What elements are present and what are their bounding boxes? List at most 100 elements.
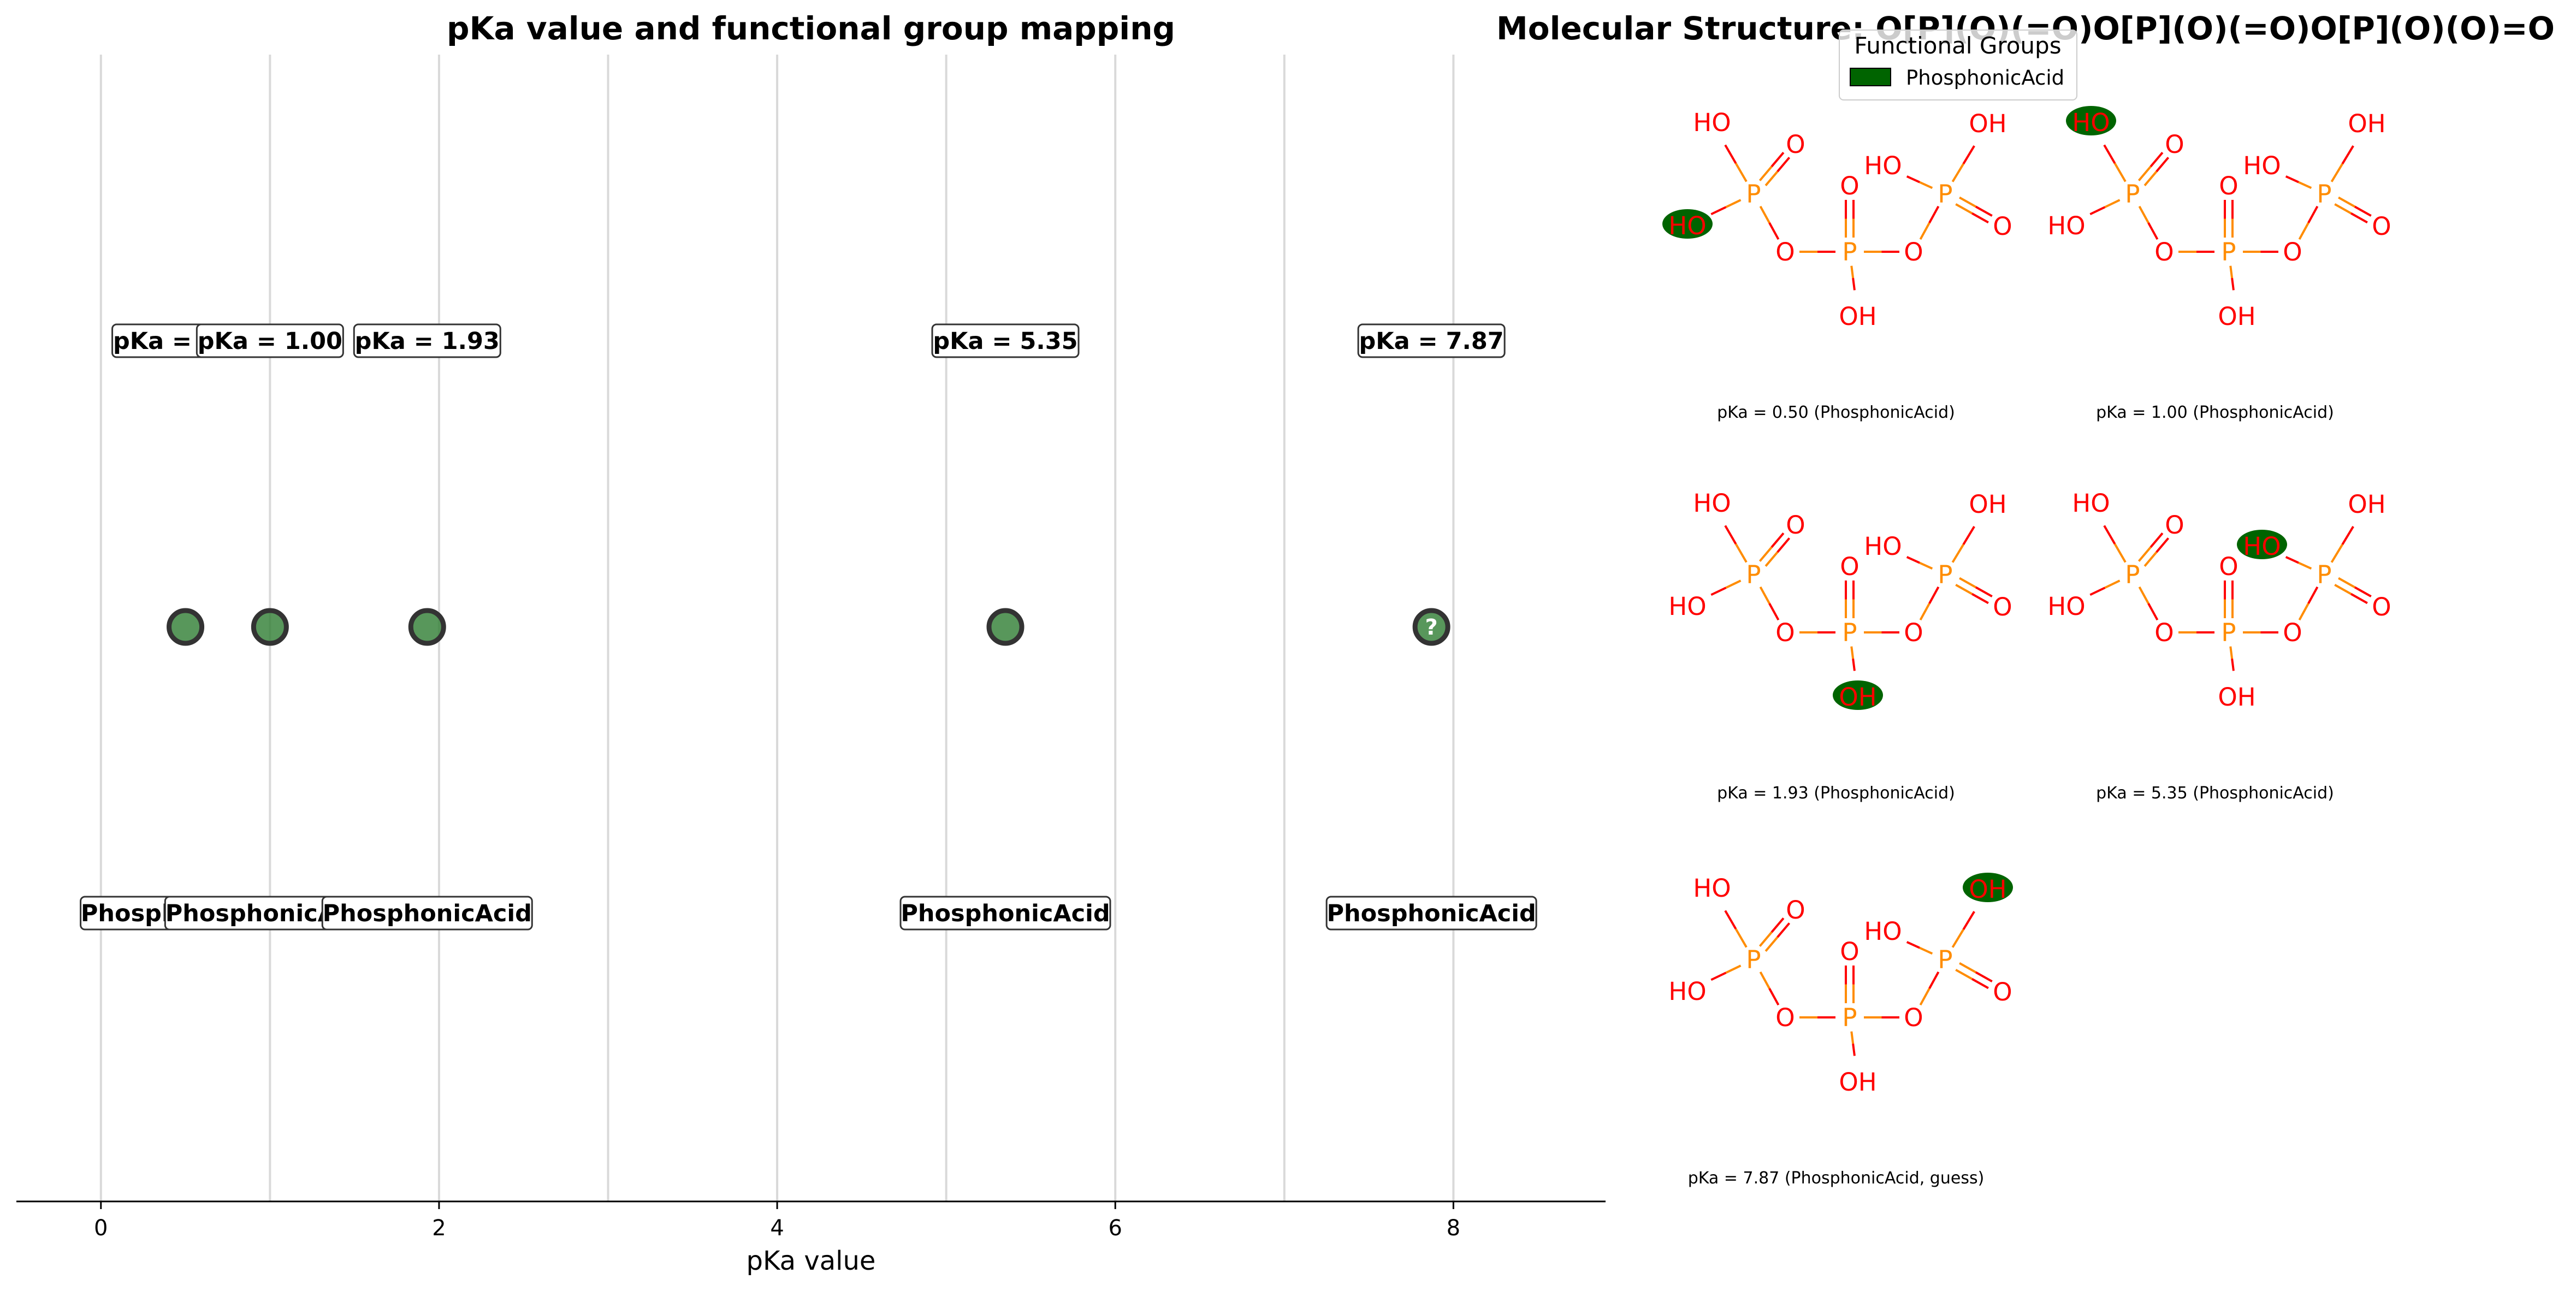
bond-segment <box>2138 586 2149 604</box>
group-label: PhosphonicAcid <box>1327 900 1536 927</box>
atom-label: O <box>2372 593 2391 621</box>
atom-label: P <box>2221 238 2236 267</box>
bond-segment <box>1768 222 1780 240</box>
bond-segment <box>1919 561 1933 570</box>
bond-segment <box>1928 586 1940 604</box>
atom-label: P <box>2125 180 2140 209</box>
highlight-ellipse <box>1833 680 1883 710</box>
bond-segment <box>2298 561 2312 570</box>
bond-segment <box>1959 577 1976 589</box>
pka-label-group: pKa = 5.35 <box>931 323 1080 358</box>
bond-segment <box>1919 603 1930 621</box>
bond-segment <box>2155 537 2170 553</box>
group-label-box <box>321 896 533 931</box>
bond-segment <box>2089 206 2106 216</box>
pka-label-group: pKa = 1.93 <box>353 323 501 358</box>
bond-segment <box>1975 205 1993 217</box>
atom-label: O <box>2219 171 2238 200</box>
atom-label: P <box>1938 180 1952 209</box>
atom-label: O <box>1993 593 2012 621</box>
bond-segment <box>1758 546 1773 562</box>
atom-label: P <box>2317 180 2331 209</box>
atom-label: HO <box>2047 211 2085 240</box>
bond-segment <box>1919 988 1930 1006</box>
bond-segment <box>1759 586 1770 604</box>
bond-segment <box>2137 165 2152 181</box>
structure-caption: pKa = 7.87 (PhosphonicAcid, guess) <box>1688 1169 1985 1188</box>
bond-segment <box>2147 603 2159 621</box>
bond-segment <box>1768 603 1780 621</box>
atom-label: P <box>2221 618 2236 647</box>
atom-label: HO <box>1864 151 1902 180</box>
legend-box <box>1839 29 2077 100</box>
pka-label: pKa = 5.35 <box>933 328 1077 355</box>
bond-segment <box>1850 1031 1855 1044</box>
bond-segment <box>1852 277 1856 291</box>
bond-segment <box>1971 593 1989 605</box>
pka-label-box <box>1357 323 1506 358</box>
bond-segment <box>2298 222 2309 240</box>
bond-segment <box>2149 152 2164 168</box>
bond-segment <box>1928 971 1940 989</box>
atom-label: OH <box>1969 875 2006 904</box>
bond-segment <box>2149 532 2164 548</box>
atom-label: O <box>2219 552 2238 581</box>
bond-segment <box>1951 543 1965 563</box>
atom-label: P <box>1938 945 1952 974</box>
atom-label: HO <box>1693 489 1731 518</box>
atom-label: O <box>1993 978 2012 1006</box>
bond-segment <box>2330 543 2344 563</box>
bond-segment <box>1776 922 1791 938</box>
highlight-ellipse <box>1963 873 2013 902</box>
bond-segment <box>2298 181 2312 189</box>
structure-caption: pKa = 1.00 (PhosphonicAcid) <box>2096 403 2334 422</box>
highlight-ellipse <box>1662 209 1713 239</box>
group-label: PhosphonicAcid <box>901 900 1110 927</box>
group-label-group: PhosphonicAcid <box>899 896 1111 931</box>
atom-label: O <box>1775 238 1795 267</box>
group-label-group: PhosphonicAcid <box>321 896 533 931</box>
bond-segment <box>1710 972 1727 981</box>
atom-label: HO <box>2243 151 2281 180</box>
atom-label: P <box>2317 560 2331 589</box>
group-label-box <box>1325 896 1537 931</box>
bond-segment <box>2137 546 2152 562</box>
atom-label: HO <box>2243 532 2281 561</box>
bond-segment <box>1734 928 1748 948</box>
bond-segment <box>1776 537 1791 553</box>
atom-label: O <box>2154 238 2174 267</box>
bond-segment <box>1850 646 1855 659</box>
data-point <box>167 608 205 646</box>
bond-segment <box>2354 586 2372 597</box>
x-tick-label: 6 <box>1109 1216 1122 1241</box>
bond-segment <box>1955 969 1973 980</box>
pka-label-box <box>353 323 501 358</box>
bond-segment <box>1951 163 1965 182</box>
bond-segment <box>2338 577 2355 589</box>
atom-label: O <box>1904 238 1923 267</box>
bond-segment <box>2231 277 2235 291</box>
bond-segment <box>1906 941 1920 949</box>
atom-label: HO <box>2047 592 2085 621</box>
bond-segment <box>2103 525 2116 545</box>
bond-segment <box>2104 199 2121 209</box>
atom-label: HO <box>1693 874 1731 903</box>
bond-segment <box>2155 157 2170 173</box>
data-point <box>251 608 289 646</box>
legend-swatch <box>1850 68 1891 86</box>
atom-label: O <box>1786 896 1805 925</box>
pka-label: pKa = 1.93 <box>355 328 500 355</box>
structure-caption: pKa = 5.35 (PhosphonicAcid) <box>2096 784 2334 803</box>
bond-segment <box>1764 936 1779 952</box>
bond-segment <box>2354 205 2372 217</box>
bond-segment <box>1852 1043 1856 1056</box>
atom-label: OH <box>1839 302 1876 331</box>
atom-label: HO <box>1864 532 1902 561</box>
atom-label: O <box>2165 130 2184 159</box>
group-label-group: PhosphonicAcid <box>1325 896 1537 931</box>
atom-label: P <box>1746 945 1761 974</box>
highlight-ellipse <box>2066 106 2116 135</box>
bond-segment <box>1734 543 1748 563</box>
